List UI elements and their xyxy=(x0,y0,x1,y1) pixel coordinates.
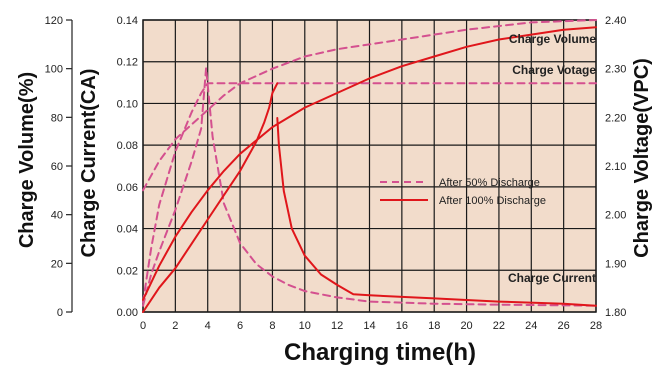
series-layer xyxy=(142,19,597,313)
current-tick-label: 0.08 xyxy=(117,140,138,152)
current-tick-label: 0.06 xyxy=(117,182,138,194)
legend: After 50% Discharge After 100% Discharge xyxy=(380,177,546,207)
volume-tick-label: 120 xyxy=(45,15,63,27)
volume-tick-label: 60 xyxy=(51,161,63,173)
series-line-50-charge-voltage xyxy=(142,82,597,304)
current-tick-label: 0.02 xyxy=(117,265,138,277)
current-axis-ticks: 0.00 0.02 0.04 0.06 0.08 0.10 0.12 0.14 xyxy=(117,15,138,319)
annotation-charge-volume: Charge Volume xyxy=(509,32,596,46)
volume-axis-title: Charge Volume(%) xyxy=(16,72,38,248)
plot-frame xyxy=(142,19,597,313)
x-axis-title: Charging time(h) xyxy=(284,339,476,365)
volume-axis: 0 20 40 60 80 100 120 xyxy=(45,15,73,319)
x-tick-label: 8 xyxy=(269,320,275,332)
voltage-tick-label: 2.00 xyxy=(605,210,626,222)
voltage-tick-label: 2.40 xyxy=(605,15,626,27)
volume-tick-label: 0 xyxy=(57,307,63,319)
x-tick-label: 18 xyxy=(428,320,440,332)
x-tick-label: 10 xyxy=(299,320,311,332)
voltage-tick-label: 2.30 xyxy=(605,64,626,76)
voltage-tick-label: 1.80 xyxy=(605,307,626,319)
x-tick-label: 4 xyxy=(205,320,211,332)
current-axis-title: Charge Current(CA) xyxy=(78,69,100,258)
series-line-100-charge-voltage xyxy=(142,82,279,313)
voltage-tick-label: 2.10 xyxy=(605,161,626,173)
voltage-axis-ticks: 1.80 1.90 2.00 2.10 2.20 2.30 2.40 xyxy=(605,15,626,319)
legend-label-50: After 50% Discharge xyxy=(439,177,540,189)
x-tick-label: 2 xyxy=(172,320,178,332)
x-tick-label: 24 xyxy=(525,320,537,332)
x-tick-label: 12 xyxy=(331,320,343,332)
current-tick-label: 0.12 xyxy=(117,57,138,69)
x-tick-label: 26 xyxy=(558,320,570,332)
x-tick-label: 16 xyxy=(396,320,408,332)
series-line-100-charge-volume xyxy=(142,26,597,301)
current-tick-label: 0.10 xyxy=(117,98,138,110)
volume-tick-label: 20 xyxy=(51,258,63,270)
voltage-axis-title: Charge Voltage(VPC) xyxy=(631,58,653,258)
x-axis-ticks: 0 2 4 6 8 10 12 14 16 18 20 22 24 26 28 xyxy=(140,320,602,332)
x-tick-label: 0 xyxy=(140,320,146,332)
annotation-charge-current: Charge Current xyxy=(508,271,596,285)
voltage-tick-label: 1.90 xyxy=(605,258,626,270)
volume-tick-label: 40 xyxy=(51,210,63,222)
current-tick-label: 0.14 xyxy=(117,15,138,27)
volume-tick-label: 100 xyxy=(45,64,63,76)
series-line-50-charge-current xyxy=(142,67,597,307)
x-tick-label: 6 xyxy=(237,320,243,332)
series-line-100-charge-current xyxy=(276,117,597,307)
x-tick-label: 22 xyxy=(493,320,505,332)
series-line-50-charge-volume xyxy=(142,19,597,192)
x-tick-label: 28 xyxy=(590,320,602,332)
legend-label-100: After 100% Discharge xyxy=(439,195,546,207)
voltage-tick-label: 2.20 xyxy=(605,112,626,124)
x-tick-label: 20 xyxy=(460,320,472,332)
annotation-charge-voltage: Charge Votage xyxy=(512,63,596,77)
volume-tick-label: 80 xyxy=(51,112,63,124)
current-tick-label: 0.00 xyxy=(117,307,138,319)
x-tick-label: 14 xyxy=(363,320,375,332)
current-tick-label: 0.04 xyxy=(117,224,138,236)
